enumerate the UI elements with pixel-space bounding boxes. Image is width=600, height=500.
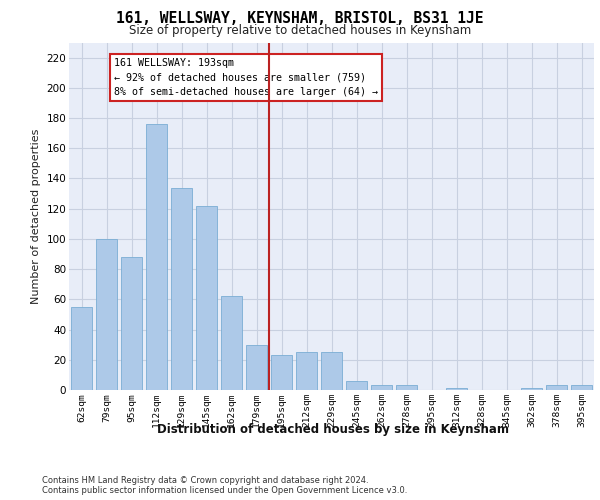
Bar (221, 296, 242, 390)
Text: Contains public sector information licensed under the Open Government Licence v3: Contains public sector information licen… (42, 486, 407, 495)
Bar (321, 352, 342, 390)
Text: Contains HM Land Registry data © Crown copyright and database right 2024.: Contains HM Land Registry data © Crown c… (42, 476, 368, 485)
Bar (571, 386, 592, 390)
Bar (346, 381, 367, 390)
Text: 161, WELLSWAY, KEYNSHAM, BRISTOL, BS31 1JE: 161, WELLSWAY, KEYNSHAM, BRISTOL, BS31 1… (116, 11, 484, 26)
Bar (96, 239, 117, 390)
Text: Distribution of detached houses by size in Keynsham: Distribution of detached houses by size … (157, 422, 509, 436)
Bar (521, 388, 542, 390)
Y-axis label: Number of detached properties: Number of detached properties (31, 128, 41, 304)
Bar (371, 386, 392, 390)
Bar (446, 388, 467, 390)
Bar (296, 352, 317, 390)
Bar (196, 206, 217, 390)
Bar (546, 386, 567, 390)
Bar (396, 386, 417, 390)
Bar (271, 355, 292, 390)
Bar (121, 257, 142, 390)
Bar (246, 344, 267, 390)
Text: Size of property relative to detached houses in Keynsham: Size of property relative to detached ho… (129, 24, 471, 37)
Bar (171, 188, 192, 390)
Text: 161 WELLSWAY: 193sqm
← 92% of detached houses are smaller (759)
8% of semi-detac: 161 WELLSWAY: 193sqm ← 92% of detached h… (114, 58, 378, 97)
Bar (71, 307, 92, 390)
Bar (146, 124, 167, 390)
